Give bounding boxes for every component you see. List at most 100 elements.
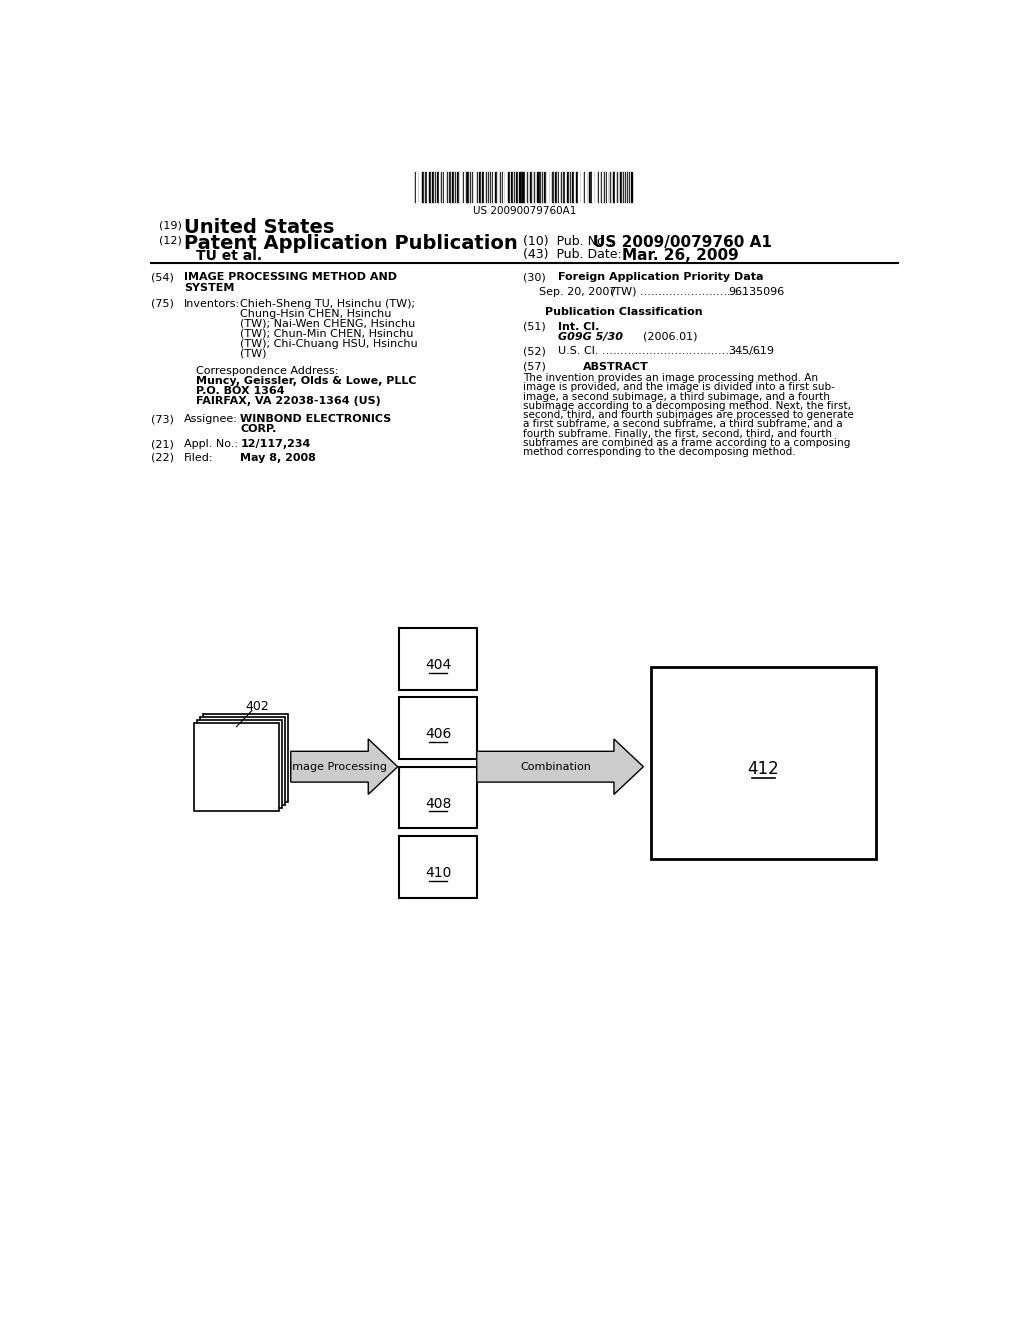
Text: Appl. No.:: Appl. No.:	[183, 440, 238, 449]
Bar	[538, 172, 540, 202]
Text: (43)  Pub. Date:: (43) Pub. Date:	[523, 248, 622, 261]
Text: image is provided, and the image is divided into a first sub-: image is provided, and the image is divi…	[523, 383, 836, 392]
Text: Int. Cl.: Int. Cl.	[558, 322, 599, 331]
Bar	[515, 172, 516, 202]
Bar	[511, 172, 513, 202]
Text: (22): (22)	[152, 453, 174, 462]
FancyBboxPatch shape	[399, 767, 477, 829]
Bar	[438, 172, 441, 202]
Text: May 8, 2008: May 8, 2008	[241, 453, 316, 462]
Bar	[454, 172, 455, 202]
Bar	[628, 172, 630, 202]
Bar	[566, 172, 569, 202]
Bar	[489, 172, 492, 202]
Bar	[479, 172, 480, 202]
Text: (12): (12)	[159, 235, 182, 246]
Text: (2006.01): (2006.01)	[643, 331, 698, 342]
Bar	[464, 172, 466, 202]
Text: Assignee:: Assignee:	[183, 414, 238, 424]
Text: Patent Application Publication: Patent Application Publication	[183, 234, 517, 253]
Text: method corresponding to the decomposing method.: method corresponding to the decomposing …	[523, 447, 796, 457]
Bar	[621, 172, 623, 202]
Bar	[518, 172, 519, 202]
Text: (54): (54)	[152, 272, 174, 282]
Bar	[595, 172, 598, 202]
Text: Foreign Application Priority Data: Foreign Application Priority Data	[558, 272, 764, 282]
Text: 406: 406	[425, 727, 452, 742]
Text: US 20090079760A1: US 20090079760A1	[473, 206, 577, 216]
Text: Combination: Combination	[521, 762, 592, 772]
Bar	[427, 172, 429, 202]
Bar	[524, 172, 527, 202]
Bar	[461, 172, 463, 202]
Bar	[613, 172, 614, 202]
Bar	[544, 172, 546, 202]
Bar	[604, 172, 605, 202]
Text: image, a second subimage, a third subimage, and a fourth: image, a second subimage, a third subima…	[523, 392, 830, 401]
Bar	[522, 172, 525, 202]
Bar	[592, 172, 595, 202]
Text: fourth subframe. Finally, the first, second, third, and fourth: fourth subframe. Finally, the first, sec…	[523, 429, 833, 438]
Text: second, third, and fourth subimages are processed to generate: second, third, and fourth subimages are …	[523, 411, 854, 420]
Text: (TW): (TW)	[241, 348, 267, 359]
Bar	[584, 172, 586, 202]
Text: Filed:: Filed:	[183, 453, 213, 462]
Bar	[516, 172, 518, 202]
Bar	[547, 172, 550, 202]
Text: (21): (21)	[152, 440, 174, 449]
Text: Mar. 26, 2009: Mar. 26, 2009	[623, 248, 739, 263]
Bar	[502, 172, 503, 202]
Bar	[452, 172, 454, 202]
Bar	[487, 172, 489, 202]
Bar	[437, 172, 438, 202]
Bar	[442, 172, 443, 202]
Text: United States: United States	[183, 218, 334, 238]
Bar	[483, 172, 486, 202]
Bar	[601, 172, 602, 202]
FancyBboxPatch shape	[399, 628, 477, 689]
Bar	[506, 172, 508, 202]
Bar	[607, 172, 608, 202]
Bar	[493, 172, 495, 202]
Bar	[503, 172, 505, 202]
FancyBboxPatch shape	[203, 714, 289, 803]
Text: 412: 412	[748, 760, 779, 777]
FancyBboxPatch shape	[197, 719, 283, 808]
Text: CORP.: CORP.	[241, 424, 276, 434]
Bar	[550, 172, 552, 202]
Text: ABSTRACT: ABSTRACT	[584, 362, 649, 372]
Text: (52): (52)	[523, 346, 546, 356]
Bar	[530, 172, 531, 202]
Text: (TW); Chi-Chuang HSU, Hsinchu: (TW); Chi-Chuang HSU, Hsinchu	[241, 339, 418, 348]
Text: Correspondence Address:: Correspondence Address:	[197, 367, 339, 376]
FancyBboxPatch shape	[399, 697, 477, 759]
Text: 345/619: 345/619	[729, 346, 774, 356]
Bar	[482, 172, 483, 202]
Bar	[415, 172, 417, 202]
Polygon shape	[291, 739, 397, 795]
Bar	[542, 172, 544, 202]
Text: 404: 404	[425, 659, 452, 672]
Bar	[480, 172, 482, 202]
Text: Publication Classification: Publication Classification	[545, 308, 702, 317]
Text: FAIRFAX, VA 22038-1364 (US): FAIRFAX, VA 22038-1364 (US)	[197, 396, 381, 407]
Bar	[555, 172, 557, 202]
Bar	[575, 172, 579, 202]
Text: WINBOND ELECTRONICS: WINBOND ELECTRONICS	[241, 414, 391, 424]
Bar	[474, 172, 477, 202]
Bar	[467, 172, 469, 202]
Text: U.S. Cl. .............................................: U.S. Cl. ...............................…	[558, 346, 765, 356]
Bar	[435, 172, 436, 202]
Bar	[420, 172, 422, 202]
Bar	[602, 172, 604, 202]
Text: TU et al.: TU et al.	[197, 249, 262, 263]
Text: Inventors:: Inventors:	[183, 298, 240, 309]
Bar	[429, 172, 431, 202]
Bar	[422, 172, 424, 202]
Bar	[565, 172, 566, 202]
Text: The invention provides an image processing method. An: The invention provides an image processi…	[523, 374, 818, 383]
Text: (57): (57)	[523, 362, 546, 372]
Text: subframes are combined as a frame according to a composing: subframes are combined as a frame accord…	[523, 438, 851, 447]
Text: G09G 5/30: G09G 5/30	[558, 331, 624, 342]
Text: (TW); Chun-Min CHEN, Hsinchu: (TW); Chun-Min CHEN, Hsinchu	[241, 329, 414, 338]
